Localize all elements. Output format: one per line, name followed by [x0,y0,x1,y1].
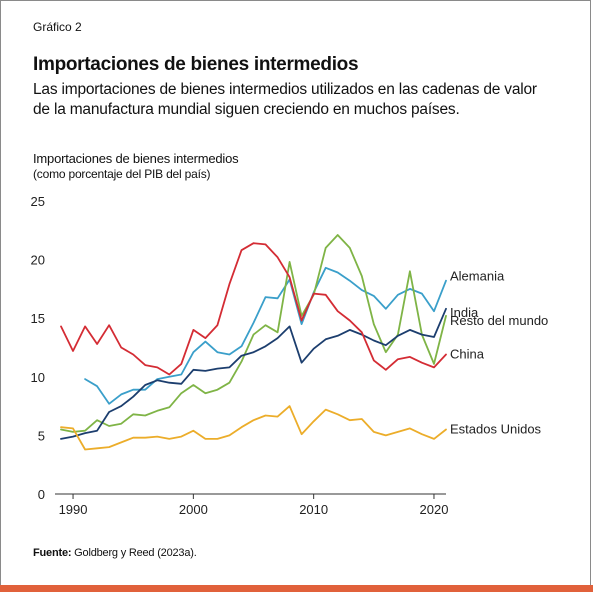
series-line-china [60,242,447,376]
y-tick-label: 20 [31,253,45,268]
x-tick-label: 1990 [59,502,88,517]
series-line-resto-del-mundo [60,234,447,433]
bottom-accent-bar [0,585,593,592]
y-axis-title: Importaciones de bienes intermedios [33,151,239,166]
chart-subtitle: Las importaciones de bienes intermedios … [33,81,537,118]
source-label: Fuente: [33,547,72,559]
series-label-china: China [450,347,485,362]
x-tick-label: 2020 [420,502,449,517]
series-label-india: India [450,305,479,320]
y-tick-label: 5 [38,428,45,443]
x-tick-label: 2010 [299,502,328,517]
series-label-estados-unidos: Estados Unidos [450,422,542,437]
series-label-alemania: Alemania [450,269,505,284]
y-tick-label: 10 [31,370,45,385]
y-tick-label: 25 [31,194,45,209]
chart-number-label: Gráfico 2 [33,20,82,34]
source-note: Fuente: Goldberg y Reed (2023a). [33,547,197,559]
series-label-resto-del-mundo: Resto del mundo [450,313,548,328]
y-axis-subtitle: (como porcentaje del PIB del país) [33,167,211,181]
chart-lines [60,234,447,451]
source-text: Goldberg y Reed (2023a). [71,547,197,559]
series-line-india [60,307,447,440]
chart-title: Importaciones de bienes intermedios [33,54,359,75]
x-tick-label: 2000 [179,502,208,517]
chart-axes: 0 5 10 15 20 25 1990 2000 2010 2020 [31,194,449,517]
y-tick-label: 0 [38,487,45,502]
y-tick-label: 15 [31,311,45,326]
series-line-alemania [84,266,447,405]
series-line-estados-unidos [60,405,447,451]
